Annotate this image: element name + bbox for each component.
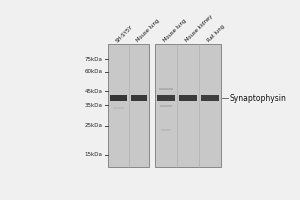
Bar xyxy=(110,95,127,101)
Text: Mouse lung: Mouse lung xyxy=(162,18,187,43)
Text: Rat lung: Rat lung xyxy=(207,24,226,43)
Text: Synaptophysin: Synaptophysin xyxy=(229,94,286,103)
Text: 60kDa: 60kDa xyxy=(85,69,103,74)
Text: 75kDa: 75kDa xyxy=(85,57,103,62)
Text: 15kDa: 15kDa xyxy=(85,152,103,157)
Bar xyxy=(160,105,172,107)
Text: Mouse lung: Mouse lung xyxy=(135,18,160,43)
Bar xyxy=(157,95,175,101)
Bar xyxy=(155,44,221,167)
Bar xyxy=(201,95,219,101)
Text: SH-SY5Y: SH-SY5Y xyxy=(115,24,134,43)
Text: 45kDa: 45kDa xyxy=(85,89,103,94)
Text: 25kDa: 25kDa xyxy=(85,123,103,128)
Bar xyxy=(130,95,147,101)
Bar xyxy=(159,88,172,90)
Text: 35kDa: 35kDa xyxy=(85,103,103,108)
Bar xyxy=(113,107,124,109)
Bar xyxy=(161,129,171,131)
Text: Mouse kidney: Mouse kidney xyxy=(184,14,214,43)
Bar xyxy=(179,95,197,101)
Bar xyxy=(108,44,149,167)
